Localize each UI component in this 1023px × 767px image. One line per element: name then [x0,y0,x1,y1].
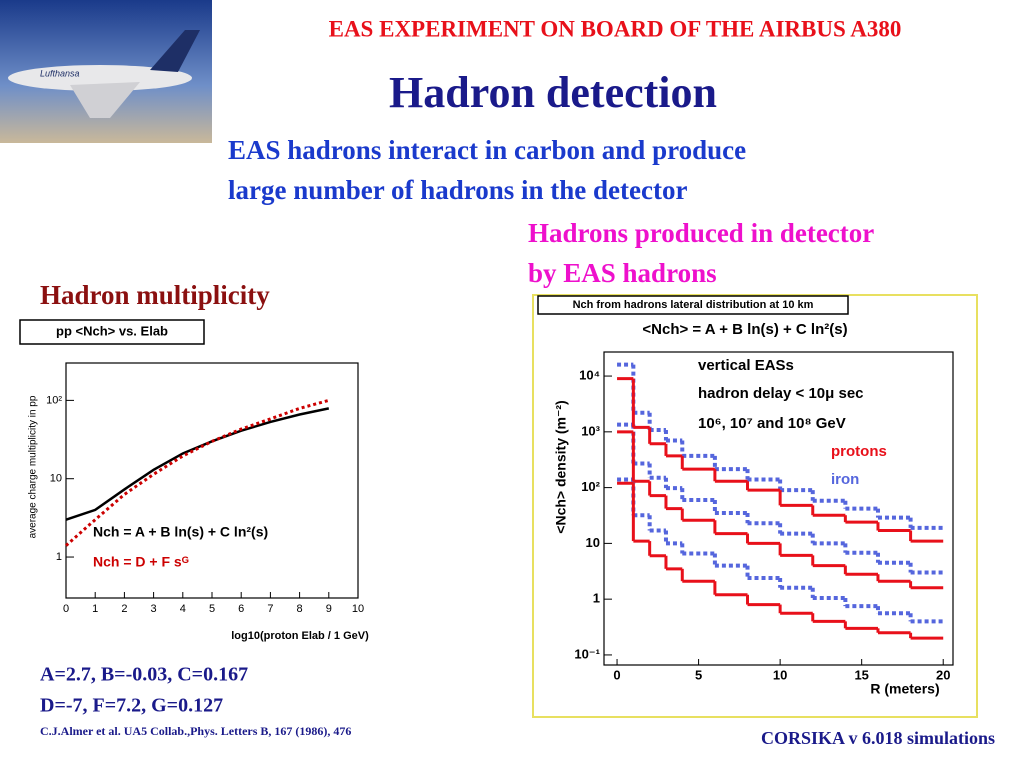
header: EAS EXPERIMENT ON BOARD OF THE AIRBUS A3… [329,16,902,41]
x-axis-label: R (meters) [870,681,939,697]
y-tick-label: 10³ [581,423,600,438]
legend-label: protons [831,443,887,460]
slide-title: Hadron detection [389,68,717,117]
annotation: 10⁶, 10⁷ and 10⁸ GeV [698,415,846,432]
annotation: vertical EASs [698,357,794,374]
parameters: A=2.7, B=-0.03, C=0.167 [40,664,248,686]
series-label: Nch = D + F sᴳ [93,554,189,570]
x-tick-label: 10 [352,603,364,615]
y-axis-label: <Nch> density (m⁻²) [553,400,569,533]
chart-subtitle: <Nch> = A + B ln(s) + C ln²(s) [642,321,847,338]
series-line [65,398,330,547]
airplane-photo: Lufthansa [0,0,212,143]
x-tick-label: 1 [92,603,98,615]
x-axis-label: log10(proton Elab / 1 GeV) [231,630,369,642]
x-tick-label: 5 [209,603,215,615]
chart-title: Nch from hadrons lateral distribution at… [573,299,814,311]
x-tick-label: 4 [180,603,186,615]
svg-text:Lufthansa: Lufthansa [40,68,80,78]
chart-title: pp <Nch> vs. Elab [56,323,168,338]
footer: CORSIKA v 6.018 simulations [761,728,995,748]
y-tick-label: 10² [581,479,600,494]
x-tick-label: 8 [297,603,303,615]
x-tick-label: 15 [854,667,868,682]
x-tick-label: 9 [326,603,332,615]
y-tick-label: 10² [46,394,62,406]
y-tick-label: 1 [593,591,600,606]
title-box [19,319,205,345]
x-tick-label: 2 [121,603,127,615]
legend-label: iron [831,471,859,488]
y-tick-label: 10⁻¹ [574,646,600,661]
x-tick-label: 7 [267,603,273,615]
x-tick-label: 0 [613,667,620,682]
y-tick-label: 1 [56,551,62,563]
x-tick-label: 0 [63,603,69,615]
charts: pp <Nch> vs. Elab log10(proton Elab / 1 G… [19,295,954,697]
x-tick-label: 10 [773,667,787,682]
citation: C.J.Almer et al. UA5 Collab.,Phys. Lette… [40,724,351,738]
y-axis-label: average charge multiplicity in pp [28,395,39,538]
series-label: Nch = A + B ln(s) + C ln²(s) [93,524,268,540]
parameters: D=-7, F=7.2, G=0.127 [40,695,223,717]
x-tick-label: 5 [695,667,702,682]
x-tick-label: 20 [936,667,950,682]
detector-note: by EAS hadrons [528,258,717,288]
y-tick-label: 10 [586,535,600,550]
chart-frame [532,294,978,718]
title-box [537,295,849,315]
intro-line: large number of hadrons in the detector [228,175,687,205]
annotation: hadron delay < 10μ sec [698,385,864,402]
x-tick-label: 6 [238,603,244,615]
detector-note: Hadrons produced in detector [528,218,874,248]
left-heading: Hadron multiplicity [40,280,270,310]
intro-line: EAS hadrons interact in carbon and produ… [228,135,746,165]
y-tick-label: 10⁴ [579,367,600,382]
x-tick-label: 3 [151,603,157,615]
y-tick-label: 10 [50,473,62,485]
